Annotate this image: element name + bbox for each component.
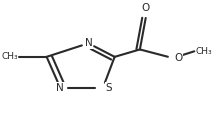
Text: CH₃: CH₃ [195,47,212,56]
Text: N: N [85,38,92,48]
Text: S: S [106,83,112,93]
Text: N: N [56,83,64,93]
Text: CH₃: CH₃ [2,52,18,61]
Text: O: O [142,3,150,13]
Text: O: O [174,53,183,63]
